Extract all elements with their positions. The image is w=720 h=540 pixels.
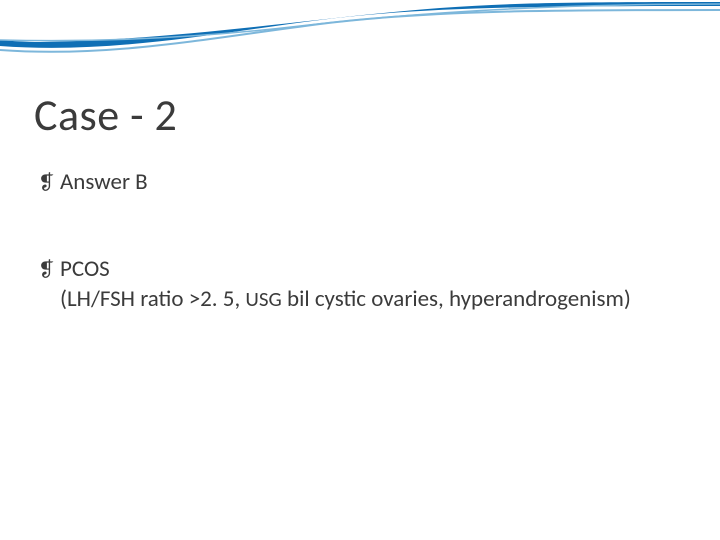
subtext-prefix: (LH/FSH ratio >2. 5, [60, 285, 245, 313]
decorative-wave [0, 0, 720, 90]
wave-inner [0, 0, 720, 42]
wave-accent [0, 10, 720, 52]
slide-title: Case - 2 [34, 88, 177, 142]
wave-svg [0, 0, 720, 90]
bullet-glyph-icon: ❡ [38, 260, 58, 280]
bullet-item: ❡ PCOS [38, 255, 658, 284]
slide-body: ❡ Answer B ❡ PCOS (LH/FSH ratio >2. 5, U… [38, 168, 658, 314]
bullet-item: ❡ Answer B [38, 168, 658, 197]
bullet-glyph-icon: ❡ [38, 173, 58, 193]
bullet-text: Answer B [60, 168, 148, 197]
wave-accent-2 [0, 4, 720, 41]
wave-outer [0, 0, 720, 48]
vertical-spacer [38, 219, 658, 255]
bullet-subtext: (LH/FSH ratio >2. 5, USG bil cystic ovar… [60, 285, 658, 314]
slide: Case - 2 ❡ Answer B ❡ PCOS (LH/FSH ratio… [0, 0, 720, 540]
subtext-suffix: bil cystic ovaries, hyperandrogenism) [282, 285, 631, 313]
bullet-text: PCOS [60, 255, 110, 284]
subtext-small: USG [245, 286, 281, 312]
